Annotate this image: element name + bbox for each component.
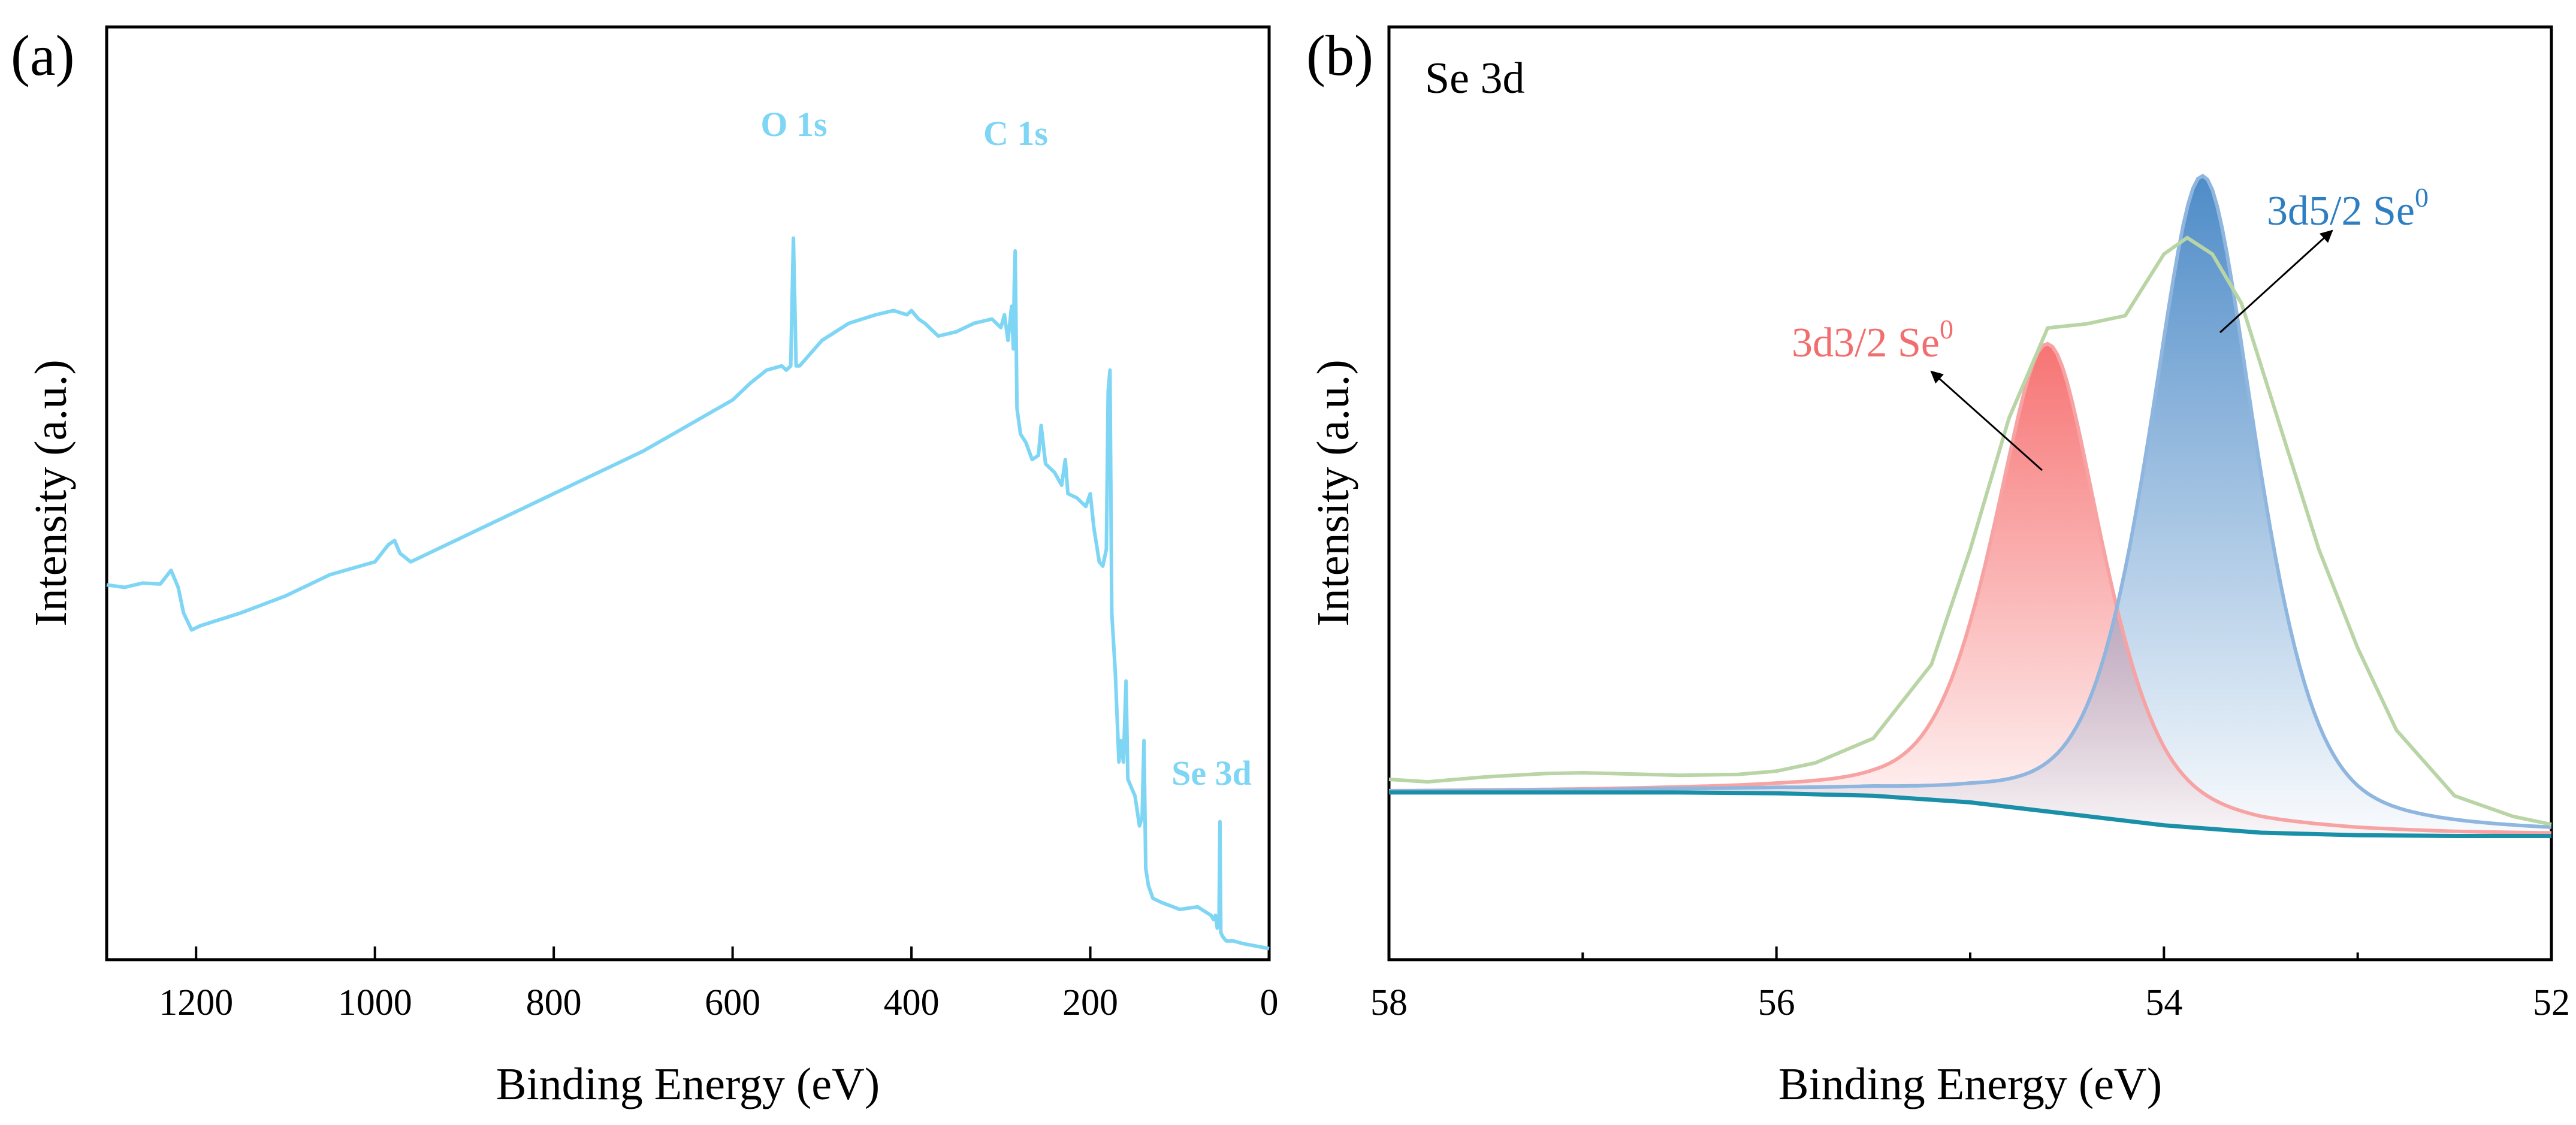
peak-label-3d52-text: 3d5/2 Se — [2267, 188, 2415, 234]
xa-tick-label-400: 400 — [884, 982, 940, 1023]
peak-3d52-fill — [1389, 176, 2551, 836]
peak-label-3d52-sup: 0 — [2415, 182, 2429, 213]
peak-annotations-a: O 1s C 1s Se 3d — [760, 105, 1251, 793]
xb-tick-label-56: 56 — [1758, 982, 1795, 1023]
envelope-line — [1388, 235, 2552, 827]
panel-a: (a) 1200 1000 800 600 400 200 0 O 1s C 1s Se 3… — [11, 23, 1279, 1109]
xb-tick-label-52: 52 — [2533, 982, 2570, 1023]
xb-tick-label-58: 58 — [1370, 982, 1408, 1023]
xa-tick-label-600: 600 — [705, 982, 760, 1023]
panel-label-b: (b) — [1306, 23, 1373, 87]
plot-frame-a — [105, 25, 1271, 961]
background-line — [1389, 790, 2551, 838]
y-axis-label-b: Intensity (a.u.) — [1308, 359, 1358, 626]
x-axis-ticks-a: 1200 1000 800 600 400 200 0 — [159, 946, 1279, 1023]
xa-tick-label-200: 200 — [1062, 982, 1118, 1023]
peak-label-3d32-sup: 0 — [1940, 314, 1953, 344]
panel-label-a: (a) — [11, 23, 75, 87]
xa-tick-label-800: 800 — [526, 982, 582, 1023]
x-axis-label-a: Binding Energy (eV) — [496, 1059, 880, 1109]
panel-b: (b) 58 56 54 52 Se 3d 3d3/2 Se0 3d5/2 Se0 B… — [1306, 23, 2570, 1109]
annotation-o1s: O 1s — [760, 105, 827, 144]
arrow-3d32 — [1930, 370, 2043, 471]
peak-3d32-fill — [1389, 343, 2551, 836]
chart-title-b: Se 3d — [1425, 54, 1525, 103]
survey-spectrum-line — [106, 236, 1270, 951]
annotation-c1s: C 1s — [983, 114, 1048, 153]
y-axis-label-a: Intensity (a.u.) — [26, 359, 76, 626]
peak-label-3d32-text: 3d3/2 Se — [1792, 320, 1940, 366]
peak-label-3d52: 3d5/2 Se0 — [2267, 182, 2429, 234]
xa-tick-label-1200: 1200 — [159, 982, 233, 1023]
arrow-3d52 — [2219, 229, 2333, 334]
x-axis-label-b: Binding Energy (eV) — [1778, 1059, 2162, 1109]
xb-tick-label-54: 54 — [2145, 982, 2182, 1023]
peak-3d52-line — [1388, 173, 2552, 829]
annotation-se3d: Se 3d — [1171, 754, 1252, 793]
xa-tick-label-0: 0 — [1260, 982, 1279, 1023]
xa-tick-label-1000: 1000 — [338, 982, 412, 1023]
x-axis-ticks-b: 58 56 54 52 — [1370, 946, 2570, 1023]
peak-label-3d32: 3d3/2 Se0 — [1792, 314, 1953, 366]
